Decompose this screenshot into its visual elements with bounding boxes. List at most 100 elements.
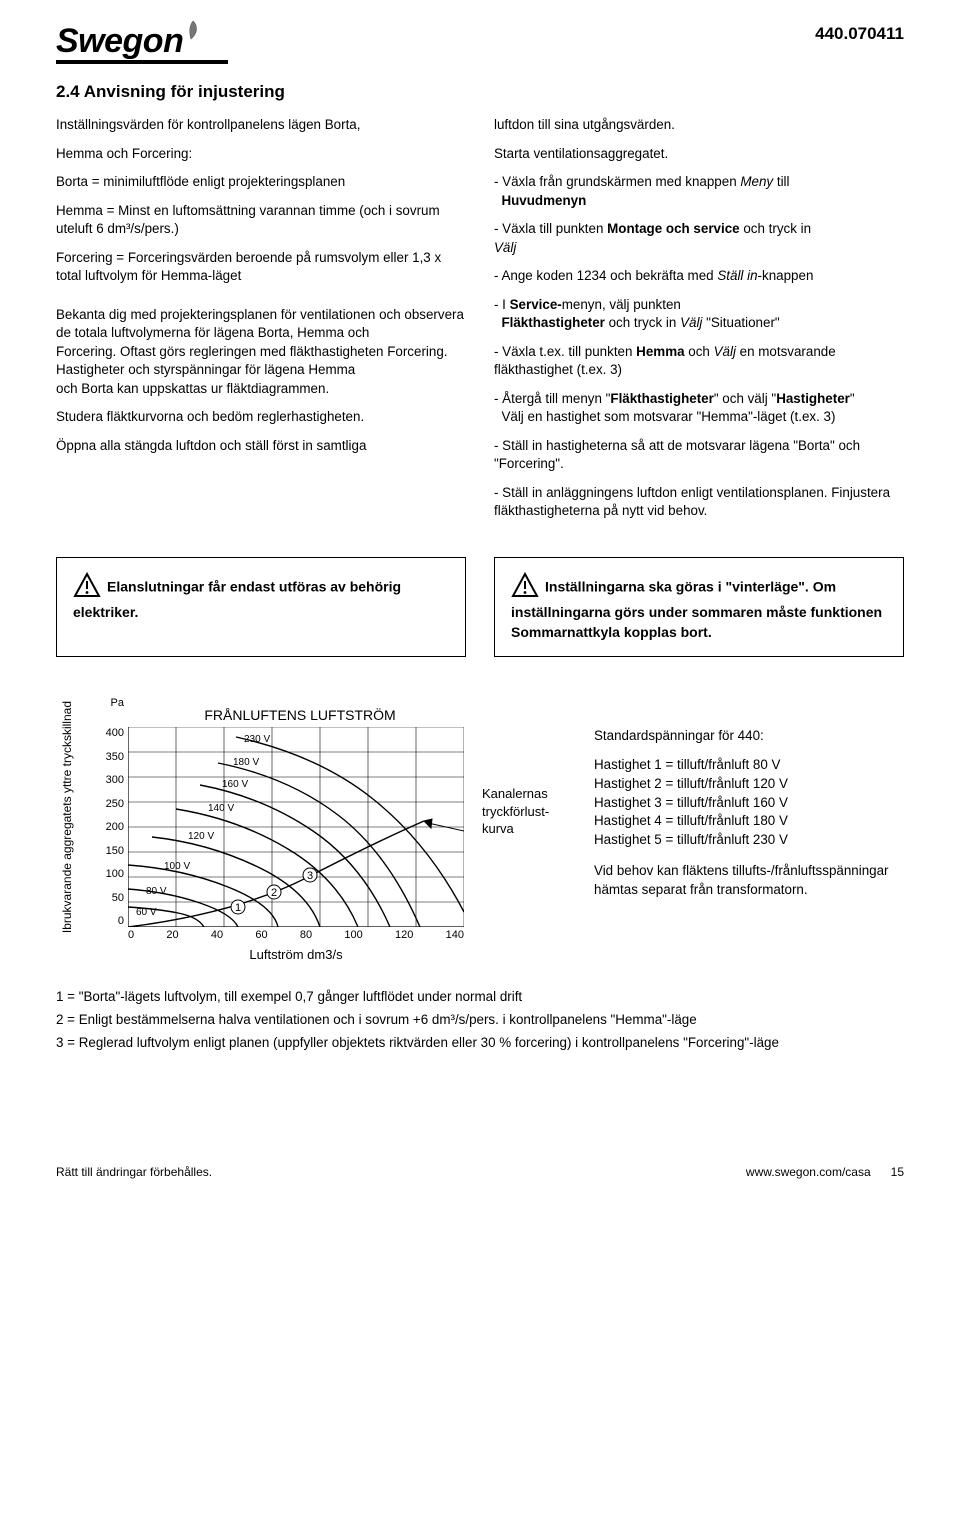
para: - Ställ in anläggningens luftdon enligt … — [494, 484, 904, 521]
y-axis-label: Ibrukvarande aggregatets yttre tryckskil… — [60, 701, 74, 933]
speeds-block: Standardspänningar för 440: Hastighet 1 … — [594, 697, 904, 909]
t: - Ange koden 1234 och bekräfta med — [494, 268, 717, 283]
t: Fläkthastigheter — [610, 391, 713, 406]
t: - Växla till punkten — [494, 221, 607, 236]
t: Välj — [494, 240, 516, 255]
curve-label: 140 V — [208, 803, 234, 814]
t: och tryck in — [740, 221, 811, 236]
para: Inställningsvärden för kontrollpanelens … — [56, 116, 466, 135]
right-column: luftdon till sina utgångsvärden. Starta … — [494, 116, 904, 531]
para: Hemma och Forcering: — [56, 145, 466, 164]
legend-item: 3 = Reglerad luftvolym enligt planen (up… — [56, 1032, 904, 1055]
t: - Växla t.ex. till punkten — [494, 344, 636, 359]
warning-box-right: Inställningarna ska göras i "vinterläge"… — [494, 557, 904, 658]
t: "Situationer" — [702, 315, 779, 330]
t: Hastigheter — [776, 391, 850, 406]
xtick: 100 — [344, 929, 362, 941]
y-axis-label-wrap: Ibrukvarande aggregatets yttre tryckskil… — [56, 697, 78, 937]
x-axis-label: Luftström dm3/s — [128, 947, 464, 962]
para: - Växla från grundskärmen med knappen Me… — [494, 173, 904, 210]
t: Hemma — [636, 344, 684, 359]
chart-title: FRÅNLUFTENS LUFTSTRÖM — [136, 707, 464, 723]
speed-line: Hastighet 5 = tilluft/frånluft 230 V — [594, 831, 904, 850]
curve-label: 160 V — [222, 779, 248, 790]
t: menyn, välj punkten — [562, 297, 681, 312]
curve-label: 60 V — [136, 907, 157, 918]
t: - Återgå till menyn " — [494, 391, 610, 406]
page-header: Swegon 440.070411 — [56, 24, 904, 64]
t: " — [850, 391, 855, 406]
speed-line: Hastighet 3 = tilluft/frånluft 160 V — [594, 794, 904, 813]
curve-label: 180 V — [233, 757, 259, 768]
point-label: 2 — [271, 887, 277, 899]
ytick: 200 — [96, 821, 124, 833]
pa-label: Pa — [96, 697, 128, 709]
ytick: 50 — [96, 892, 124, 904]
ytick: 0 — [96, 915, 124, 927]
t: Välj — [714, 344, 736, 359]
warning-box-left: Elanslutningar får endast utföras av beh… — [56, 557, 466, 658]
speed-line: Hastighet 2 = tilluft/frånluft 120 V — [594, 775, 904, 794]
t: och — [685, 344, 714, 359]
logo-block: Swegon — [56, 24, 228, 64]
xtick: 20 — [166, 929, 178, 941]
t: Huvudmenyn — [501, 193, 586, 208]
warning-row: Elanslutningar får endast utföras av beh… — [56, 557, 904, 658]
t: Välj en hastighet som motsvarar "Hemma"-… — [501, 409, 835, 424]
ytick: 350 — [96, 751, 124, 763]
ytick: 400 — [96, 727, 124, 739]
t: Välj — [680, 315, 702, 330]
curve-label: 230 V — [244, 734, 270, 745]
para: Forcering = Forceringsvärden beroende på… — [56, 249, 466, 286]
para: Borta = minimiluftflöde enligt projekter… — [56, 173, 466, 192]
xtick: 80 — [300, 929, 312, 941]
para: - Växla till punkten Montage och service… — [494, 220, 904, 257]
para: Forcering. Oftast görs regleringen med f… — [56, 343, 466, 380]
t: Ställ in — [717, 268, 757, 283]
left-column: Inställningsvärden för kontrollpanelens … — [56, 116, 466, 531]
footer-left: Rätt till ändringar förbehålles. — [56, 1165, 212, 1179]
curve-label: 100 V — [164, 861, 190, 872]
xtick: 40 — [211, 929, 223, 941]
t: till — [773, 174, 789, 189]
duct-loss-label: Kanalernas tryckförlust-kurva — [482, 697, 576, 838]
t: Fläkthastigheter — [501, 315, 604, 330]
document-id: 440.070411 — [815, 24, 904, 44]
para: - I Service-menyn, välj punkten Fläkthas… — [494, 296, 904, 333]
speeds-note: Vid behov kan fläktens tillufts-/frånluf… — [594, 862, 904, 900]
para: Bekanta dig med projekteringsplanen för … — [56, 306, 466, 343]
page-footer: Rätt till ändringar förbehålles. www.swe… — [56, 1165, 904, 1179]
t: Meny — [740, 174, 773, 189]
xtick: 0 — [128, 929, 134, 941]
speed-line: Hastighet 4 = tilluft/frånluft 180 V — [594, 812, 904, 831]
ytick: 150 — [96, 845, 124, 857]
xtick: 140 — [446, 929, 464, 941]
warning-icon — [511, 572, 539, 604]
para: - Ange koden 1234 och bekräfta med Ställ… — [494, 267, 904, 286]
chart-svg: 60 V 80 V 100 V 120 V 140 V 160 V 180 V … — [128, 727, 464, 927]
para: luftdon till sina utgångsvärden. — [494, 116, 904, 135]
point-label: 1 — [235, 902, 241, 914]
section-title: 2.4 Anvisning för injustering — [56, 82, 904, 102]
para: Öppna alla stängda luftdon och ställ för… — [56, 437, 466, 456]
para: Hemma = Minst en luftomsättning varannan… — [56, 202, 466, 239]
t: -knappen — [758, 268, 814, 283]
legend-list: 1 = "Borta"-lägets luftvolym, till exemp… — [56, 986, 904, 1054]
para: - Växla t.ex. till punkten Hemma och Väl… — [494, 343, 904, 380]
para: - Ställ in hastigheterna så att de motsv… — [494, 437, 904, 474]
chart-row: Ibrukvarande aggregatets yttre tryckskil… — [56, 697, 904, 962]
speed-line: Hastighet 1 = tilluft/frånluft 80 V — [594, 756, 904, 775]
para: och Borta kan uppskattas ur fläktdiagram… — [56, 380, 466, 399]
xtick: 60 — [255, 929, 267, 941]
curve-label: 80 V — [146, 886, 167, 897]
logo-leaf-icon — [186, 20, 200, 40]
footer-url: www.swegon.com/casa — [746, 1165, 871, 1179]
logo-underline — [56, 60, 228, 64]
warning-icon — [73, 572, 101, 604]
t: - Växla från grundskärmen med knappen — [494, 174, 740, 189]
legend-item: 1 = "Borta"-lägets luftvolym, till exemp… — [56, 986, 904, 1009]
curve-label: 120 V — [188, 831, 214, 842]
speeds-heading: Standardspänningar för 440: — [594, 727, 904, 746]
point-label: 3 — [307, 870, 313, 882]
footer-right: www.swegon.com/casa 15 — [746, 1165, 904, 1179]
